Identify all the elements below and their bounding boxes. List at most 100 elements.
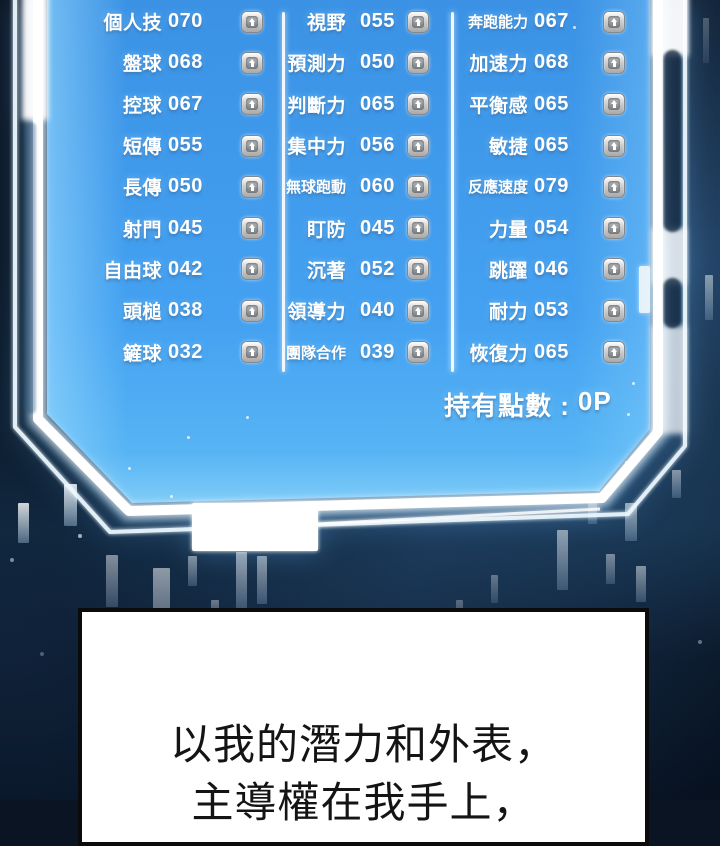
stat-value: 055 <box>360 10 395 33</box>
points-line: 持有點數 : 0P <box>444 386 612 423</box>
dialogue-line: 主導權在我手上， <box>191 779 536 826</box>
light-streak <box>236 552 247 608</box>
increase-stat-button[interactable] <box>604 52 624 73</box>
stat-row: 盯防 045 <box>292 207 428 248</box>
points-label: 持有點數 : <box>444 391 570 421</box>
stat-row: 反應速度 079 <box>456 166 624 207</box>
increase-stat-button[interactable] <box>604 176 624 197</box>
stat-label: 鏟球 <box>122 343 162 365</box>
increase-stat-button[interactable] <box>408 135 428 156</box>
stat-label: 視野 <box>306 13 346 35</box>
up-arrow-icon <box>246 98 258 111</box>
increase-stat-button[interactable] <box>242 11 262 32</box>
light-dot <box>78 534 82 538</box>
stat-row: 團隊合作 039 <box>285 331 428 372</box>
stat-label: 集中力 <box>287 137 346 159</box>
stat-value: 065 <box>360 92 395 115</box>
stat-label: 奔跑能力 <box>467 14 528 32</box>
stat-row: 領導力 040 <box>287 290 428 331</box>
increase-stat-button[interactable] <box>408 342 428 363</box>
increase-stat-button[interactable] <box>604 218 624 239</box>
stat-value: 065 <box>534 92 569 115</box>
stat-row: 敏捷 065 <box>456 125 624 166</box>
increase-stat-button[interactable] <box>604 94 624 115</box>
up-arrow-icon <box>246 139 258 152</box>
increase-stat-button[interactable] <box>408 52 428 73</box>
increase-stat-button[interactable] <box>242 135 262 156</box>
increase-stat-button[interactable] <box>604 11 624 32</box>
stat-value: 068 <box>168 51 203 74</box>
stat-row: 長傳 050 <box>76 166 262 207</box>
stat-label: 團隊合作 <box>285 344 346 362</box>
up-arrow-icon <box>246 263 258 276</box>
increase-stat-button[interactable] <box>242 259 262 280</box>
increase-stat-button[interactable] <box>408 259 428 280</box>
increase-stat-button[interactable] <box>242 300 262 321</box>
sparkle <box>573 26 576 29</box>
light-streak <box>636 566 646 602</box>
up-arrow-icon <box>412 15 424 28</box>
stat-value: 050 <box>360 51 395 74</box>
increase-stat-button[interactable] <box>408 176 428 197</box>
stat-row: 判斷力 065 <box>287 84 428 125</box>
increase-stat-button[interactable] <box>408 94 428 115</box>
up-arrow-icon <box>412 263 424 276</box>
stat-row: 跳躍 046 <box>456 249 624 290</box>
increase-stat-button[interactable] <box>408 218 428 239</box>
increase-stat-button[interactable] <box>408 300 428 321</box>
light-streak <box>672 470 681 498</box>
stat-row: 頭槌 038 <box>76 290 262 331</box>
light-dot <box>40 652 44 656</box>
up-arrow-icon <box>412 180 424 193</box>
stat-label: 盯防 <box>306 219 346 241</box>
panel-frame <box>13 0 688 551</box>
light-streaks <box>10 18 713 656</box>
stat-label: 敏捷 <box>488 137 528 159</box>
stat-value: 045 <box>360 216 395 239</box>
increase-stat-button[interactable] <box>242 52 262 73</box>
stat-row: 平衡感 065 <box>456 84 624 125</box>
increase-stat-button[interactable] <box>604 259 624 280</box>
increase-stat-button[interactable] <box>242 342 262 363</box>
increase-stat-button[interactable] <box>242 218 262 239</box>
stat-value: 038 <box>168 299 203 322</box>
light-streak <box>606 554 615 584</box>
increase-stat-button[interactable] <box>604 342 624 363</box>
stat-label: 個人技 <box>103 13 162 35</box>
increase-stat-button[interactable] <box>242 94 262 115</box>
light-streak <box>491 575 498 603</box>
stat-label: 力量 <box>488 219 528 241</box>
stat-row: 奔跑能力 067 <box>456 1 624 42</box>
light-streak <box>18 503 29 543</box>
stat-row: 無球跑動 060 <box>286 166 428 207</box>
stat-label: 預測力 <box>287 54 346 76</box>
stat-row: 沉著 052 <box>292 249 428 290</box>
increase-stat-button[interactable] <box>604 300 624 321</box>
up-arrow-icon <box>608 56 620 69</box>
scrollbar-thumb[interactable] <box>639 266 650 313</box>
stat-value: 042 <box>168 257 203 280</box>
stat-value: 068 <box>534 51 569 74</box>
increase-stat-button[interactable] <box>408 11 428 32</box>
stat-column-physical: 奔跑能力 067 加速力 068 平衡感 065 敏捷 065 反應速度 079 力量 054 跳躍 04… <box>456 1 624 373</box>
stat-row: 加速力 068 <box>456 42 624 83</box>
up-arrow-icon <box>608 180 620 193</box>
up-arrow-icon <box>412 222 424 235</box>
up-arrow-icon <box>412 139 424 152</box>
sparkle <box>128 467 131 470</box>
stat-label: 恢復力 <box>469 343 528 365</box>
stat-value: 060 <box>360 175 395 198</box>
sparkle <box>632 382 635 385</box>
stat-label: 判斷力 <box>287 95 346 117</box>
stat-value: 055 <box>168 134 203 157</box>
stat-value: 050 <box>168 175 203 198</box>
stat-label: 跳躍 <box>488 260 528 282</box>
increase-stat-button[interactable] <box>242 176 262 197</box>
light-streak <box>188 556 197 586</box>
light-streak <box>703 18 709 63</box>
increase-stat-button[interactable] <box>604 135 624 156</box>
stat-value: 053 <box>534 299 569 322</box>
sparkle <box>625 461 628 464</box>
stat-row: 集中力 056 <box>287 125 428 166</box>
dialogue-box: 以我的潛力和外表， 主導權在我手上， <box>78 608 649 846</box>
